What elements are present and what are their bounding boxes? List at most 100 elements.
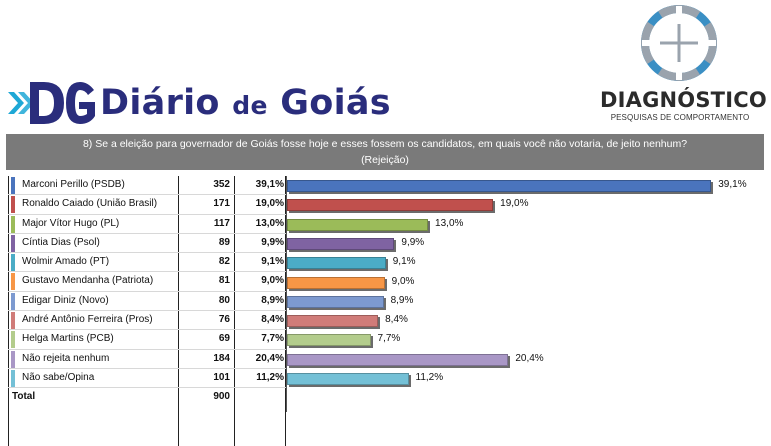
vote-percent: 8,4% xyxy=(261,314,284,326)
table-row: Ronaldo Caiado (União Brasil) 171 19,0% xyxy=(8,195,286,215)
brand-name: Diário de Goiás xyxy=(100,83,391,123)
data-label: 11,2% xyxy=(415,372,444,383)
bar-8 xyxy=(287,315,379,328)
candidate-name: Wolmir Amado (PT) xyxy=(22,256,110,268)
vote-count: 117 xyxy=(213,217,230,229)
candidate-name: Helga Martins (PCB) xyxy=(22,333,114,345)
brand-logo: Diário de Goiás xyxy=(8,78,391,128)
vote-percent: 19,0% xyxy=(255,198,284,210)
vote-count: 184 xyxy=(213,352,230,364)
data-label: 9,9% xyxy=(401,236,425,248)
vote-count: 352 xyxy=(213,179,230,190)
diagnostico-name: DIAGNÓSTICO xyxy=(600,88,767,112)
table-row: Wolmir Amado (PT) 82 9,1% xyxy=(8,253,286,273)
row-divider xyxy=(8,290,286,292)
bar-3 xyxy=(287,218,429,231)
table-row-total: Total 900 xyxy=(8,388,286,407)
row-divider xyxy=(8,329,286,331)
bar-2 xyxy=(287,199,494,212)
vote-percent: 9,9% xyxy=(261,236,284,248)
data-label: 9,0% xyxy=(391,275,415,287)
vote-count: 101 xyxy=(213,371,230,383)
row-divider xyxy=(8,213,286,215)
candidate-name: Cíntia Dias (Psol) xyxy=(22,236,100,248)
diagnostico-logo: DIAGNÓSTICO PESQUISAS DE COMPORTAMENTO xyxy=(600,2,767,130)
series-swatch xyxy=(11,292,15,310)
vote-percent: 7,7% xyxy=(261,333,284,345)
question-text: 8) Se a eleição para governador de Goiás… xyxy=(82,138,688,150)
table-row: Edigar Diniz (Novo) 80 8,9% xyxy=(8,292,286,312)
vote-percent: 11,2% xyxy=(256,371,284,383)
vote-count: 80 xyxy=(218,294,230,306)
candidate-name: Não rejeita nenhum xyxy=(22,352,110,364)
candidate-name: Major Vítor Hugo (PL) xyxy=(22,217,120,229)
series-swatch xyxy=(11,196,15,214)
row-divider xyxy=(8,367,286,369)
series-swatch xyxy=(11,369,15,387)
series-swatch xyxy=(11,177,15,194)
total-label: Total xyxy=(12,391,36,403)
vote-percent: 39,1% xyxy=(255,179,284,190)
bar-4 xyxy=(287,237,395,250)
data-label: 13,0% xyxy=(435,217,464,229)
series-swatch xyxy=(11,215,15,233)
candidate-name: Não sabe/Opina xyxy=(22,371,95,383)
candidate-name: André Antônio Ferreira (Pros) xyxy=(22,314,153,326)
bar-9 xyxy=(287,334,371,347)
data-label: 9,1% xyxy=(392,256,416,268)
vote-count: 82 xyxy=(218,256,230,268)
table-row: André Antônio Ferreira (Pros) 76 8,4% xyxy=(8,311,286,331)
bar-5 xyxy=(287,257,386,270)
chart-axis xyxy=(286,176,287,412)
vote-percent: 13,0% xyxy=(255,217,284,229)
vote-percent: 20,4% xyxy=(255,352,284,364)
series-swatch xyxy=(11,273,15,291)
vote-count: 171 xyxy=(213,198,230,210)
candidate-name: Edigar Diniz (Novo) xyxy=(22,294,109,306)
series-swatch xyxy=(11,234,15,252)
diagnostico-crosshair-icon xyxy=(641,5,717,81)
data-label: 39,1% xyxy=(718,179,747,190)
total-count: 900 xyxy=(213,391,230,403)
vote-count: 76 xyxy=(218,314,230,326)
vote-count: 69 xyxy=(218,333,230,345)
vote-percent: 9,0% xyxy=(261,275,284,287)
table-row: Major Vítor Hugo (PL) 117 13,0% xyxy=(8,215,286,234)
rejection-bar-chart: 39,1% 19,0% 13,0% 9,9% 9,1% 9,0% 8,9% 8,4% 7,7% 2… xyxy=(286,176,770,424)
series-swatch xyxy=(11,331,15,349)
vote-percent: 8,9% xyxy=(261,294,284,306)
row-divider xyxy=(8,348,286,350)
row-divider xyxy=(8,252,286,254)
series-swatch xyxy=(11,254,15,272)
candidate-name: Ronaldo Caiado (União Brasil) xyxy=(22,198,158,210)
candidate-name: Gustavo Mendanha (Patriota) xyxy=(22,275,154,287)
table-row: Helga Martins (PCB) 69 7,7% xyxy=(8,330,286,350)
vote-count: 89 xyxy=(218,236,230,248)
dg-logo-icon xyxy=(8,82,95,124)
series-swatch xyxy=(11,312,15,330)
series-swatch xyxy=(11,350,15,368)
row-divider xyxy=(8,387,286,389)
results-table: Marconi Perillo (PSDB) 352 39,1% Ronaldo Ca… xyxy=(8,176,286,446)
row-divider xyxy=(8,271,286,273)
row-divider xyxy=(8,232,286,234)
data-label: 19,0% xyxy=(500,198,529,210)
table-row: Marconi Perillo (PSDB) 352 39,1% xyxy=(8,176,286,196)
bar-7 xyxy=(287,295,384,308)
vote-count: 81 xyxy=(218,275,230,287)
question-subtitle: (Rejeição) xyxy=(361,154,409,166)
question-header: 8) Se a eleição para governador de Goiás… xyxy=(6,134,764,170)
data-label: 8,4% xyxy=(385,314,408,326)
table-row: Não sabe/Opina 101 11,2% xyxy=(8,369,286,389)
row-divider xyxy=(8,194,286,196)
row-divider xyxy=(8,310,286,312)
diagnostico-subtitle: PESQUISAS DE COMPORTAMENTO xyxy=(610,113,750,122)
bar-11 xyxy=(287,373,409,385)
data-label: 7,7% xyxy=(377,333,401,345)
vote-percent: 9,1% xyxy=(261,256,284,268)
data-label: 20,4% xyxy=(515,352,544,364)
table-row: Gustavo Mendanha (Patriota) 81 9,0% xyxy=(8,272,286,292)
candidate-name: Marconi Perillo (PSDB) xyxy=(22,179,125,190)
table-row: Não rejeita nenhum 184 20,4% xyxy=(8,350,286,369)
table-row: Cíntia Dias (Psol) 89 9,9% xyxy=(8,234,286,254)
